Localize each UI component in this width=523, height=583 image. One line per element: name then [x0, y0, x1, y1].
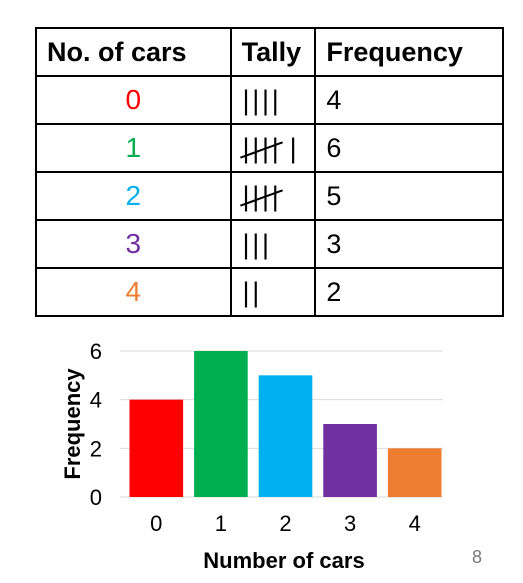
cars-value: 2 — [35, 171, 232, 221]
tally-marks: ||| — [229, 219, 317, 269]
y-axis-label: Frequency — [60, 368, 85, 480]
x-tick-label: 0 — [150, 511, 162, 536]
x-tick-label: 2 — [279, 511, 291, 536]
cars-value: 1 — [35, 123, 232, 173]
header-cars: No. of cars — [35, 27, 232, 77]
x-tick-label: 3 — [344, 511, 356, 536]
frequency-value: 3 — [314, 219, 504, 269]
header-frequency: Frequency — [314, 27, 504, 77]
table-row: 4 || 2 — [35, 267, 504, 317]
y-tick-label: 6 — [90, 339, 102, 364]
cars-value: 4 — [35, 267, 232, 317]
bar-1 — [194, 351, 248, 497]
table-header-row: No. of cars Tally Frequency — [35, 27, 504, 77]
tally-table: No. of cars Tally Frequency 0||||41|||||… — [35, 27, 504, 317]
tally-marks: |||| — [229, 75, 317, 125]
frequency-value: 6 — [314, 123, 504, 173]
bar-2 — [258, 375, 313, 497]
table-row: 3 ||| 3 — [35, 219, 504, 269]
tally-marks: |||| — [229, 171, 317, 221]
tally-marks: ||||| — [229, 123, 317, 173]
page-number: 8 — [472, 547, 483, 567]
y-tick-label: 2 — [90, 436, 102, 461]
y-tick-label: 4 — [90, 388, 102, 413]
bar-chart: 0 2 4 6 0 1 2 3 4 Number of cars Frequency — [60, 339, 443, 573]
tally-group: |||| — [239, 134, 283, 164]
frequency-value: 5 — [314, 171, 504, 221]
x-axis-label: Number of cars — [203, 548, 364, 573]
header-tally: Tally — [229, 27, 317, 77]
table-row: 0 |||| 4 — [35, 75, 504, 125]
frequency-value: 2 — [314, 267, 504, 317]
cars-value: 3 — [35, 219, 232, 269]
tally-group: |||| — [239, 182, 283, 212]
cars-value: 0 — [35, 75, 232, 125]
bar-4 — [387, 448, 442, 497]
bar-3 — [323, 424, 377, 497]
table-row: 1|||||6 — [35, 123, 504, 173]
table-row: 2|||| 5 — [35, 171, 504, 221]
tally-marks: || — [229, 267, 317, 317]
tally-group: || — [241, 277, 262, 308]
tally-group: ||| — [241, 229, 271, 260]
x-tick-label: 4 — [409, 511, 421, 536]
frequency-value: 4 — [314, 75, 504, 125]
tally-group: |||| — [241, 85, 281, 116]
bar-0 — [129, 399, 184, 497]
y-tick-label: 0 — [90, 485, 102, 510]
tally-group: | — [288, 133, 299, 164]
x-tick-label: 1 — [215, 511, 227, 536]
